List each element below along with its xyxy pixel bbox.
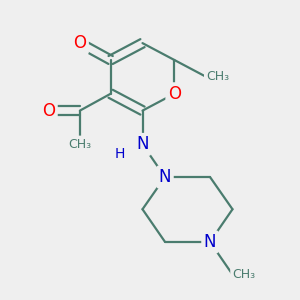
Text: H: H [115, 147, 125, 161]
Text: N: N [136, 135, 149, 153]
Text: N: N [159, 168, 171, 186]
Text: N: N [204, 233, 216, 251]
Text: CH₃: CH₃ [232, 268, 256, 281]
Text: CH₃: CH₃ [68, 138, 92, 151]
Text: O: O [168, 85, 181, 103]
Text: O: O [42, 102, 55, 120]
Text: CH₃: CH₃ [206, 70, 230, 83]
Text: O: O [74, 34, 86, 52]
